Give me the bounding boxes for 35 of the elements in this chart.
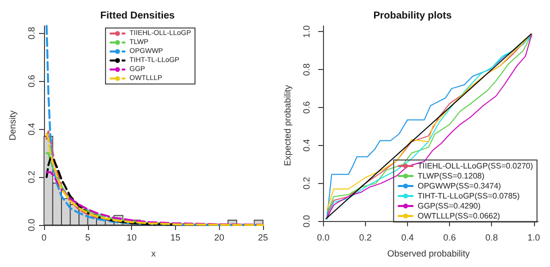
y-tick-label: 0.8 — [302, 63, 312, 76]
x-tick-label: 1.0 — [528, 232, 540, 242]
y-tick-label: 0.4 — [302, 139, 312, 152]
chart-title: Fitted Densities — [100, 10, 176, 22]
y-tick-label: 0.2 — [26, 170, 36, 184]
y-tick-label: 1.0 — [302, 25, 312, 38]
y-tick-label: 0.0 — [26, 218, 36, 232]
x-tick-label: 0.4 — [401, 232, 414, 242]
y-axis-title: Expected probability — [282, 84, 292, 166]
legend-label: OPGWWP(SS=0.3474) — [418, 182, 502, 190]
y-tick-label: 0.4 — [26, 122, 36, 136]
y-tick-label: 0.6 — [26, 74, 36, 88]
x-axis-title: x — [151, 248, 156, 258]
chart-title: Probability plots — [373, 10, 452, 22]
x-tick-label: 15 — [170, 232, 180, 242]
x-tick-label: 25 — [258, 232, 268, 242]
x-tick-label: 10 — [126, 232, 137, 242]
y-tick-label: 0.0 — [302, 214, 312, 228]
x-tick-label: 0.2 — [359, 232, 372, 242]
y-axis-title: Density — [8, 110, 18, 141]
x-tick-label: 20 — [214, 232, 224, 242]
y-tick-label: 0.8 — [26, 26, 36, 40]
legend-label: TIHT-TL-LLoGP(SS=0.0785) — [418, 192, 520, 200]
legend-label: TLWP(SS=0.1208) — [418, 172, 485, 180]
x-tick-label: 0.0 — [316, 232, 330, 242]
x-tick-label: 0.8 — [485, 232, 498, 242]
x-tick-label: 0.6 — [443, 232, 456, 242]
x-axis-title: Observed probability — [387, 248, 470, 258]
legend-label: TIIEHL-OLL-LLoGP(SS=0.0270) — [418, 162, 534, 170]
x-tick-label: 0 — [41, 232, 47, 242]
legend-label: OWTLLLP(SS=0.0662) — [418, 212, 500, 220]
y-tick-label: 0.6 — [302, 101, 312, 114]
x-tick-label: 5 — [85, 232, 90, 242]
legend-label: GGP(SS=0.4290) — [418, 202, 481, 210]
y-tick-label: 0.2 — [302, 177, 312, 190]
